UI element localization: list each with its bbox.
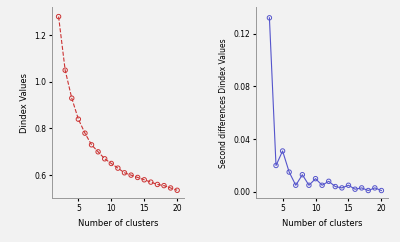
Point: [372, 186, 378, 190]
Point: [154, 182, 161, 186]
Point: [128, 173, 134, 177]
Point: [286, 170, 292, 174]
Point: [312, 177, 319, 181]
Point: [75, 117, 82, 121]
Point: [378, 189, 385, 192]
Point: [141, 178, 148, 182]
Point: [88, 143, 95, 147]
Point: [352, 187, 358, 191]
Point: [292, 183, 299, 187]
Point: [62, 68, 68, 72]
Point: [279, 149, 286, 153]
Point: [55, 15, 62, 19]
Y-axis label: Dindex Values: Dindex Values: [20, 73, 29, 133]
Point: [115, 166, 121, 170]
Point: [102, 157, 108, 161]
Point: [161, 184, 167, 188]
Point: [121, 171, 128, 175]
X-axis label: Number of clusters: Number of clusters: [282, 219, 362, 227]
Point: [82, 131, 88, 135]
Point: [345, 183, 352, 187]
Point: [108, 161, 114, 165]
Point: [332, 185, 338, 189]
Point: [319, 183, 325, 187]
Point: [167, 186, 174, 190]
Point: [299, 173, 306, 177]
Point: [273, 164, 279, 167]
Point: [339, 186, 345, 190]
Point: [358, 186, 365, 190]
Point: [68, 96, 75, 100]
Point: [306, 183, 312, 187]
Point: [148, 180, 154, 184]
X-axis label: Number of clusters: Number of clusters: [78, 219, 158, 227]
Point: [365, 189, 372, 192]
Point: [174, 188, 180, 192]
Point: [134, 175, 141, 179]
Point: [95, 150, 101, 154]
Y-axis label: Second differences Dindex Values: Second differences Dindex Values: [219, 38, 228, 168]
Point: [266, 16, 273, 20]
Point: [326, 179, 332, 183]
